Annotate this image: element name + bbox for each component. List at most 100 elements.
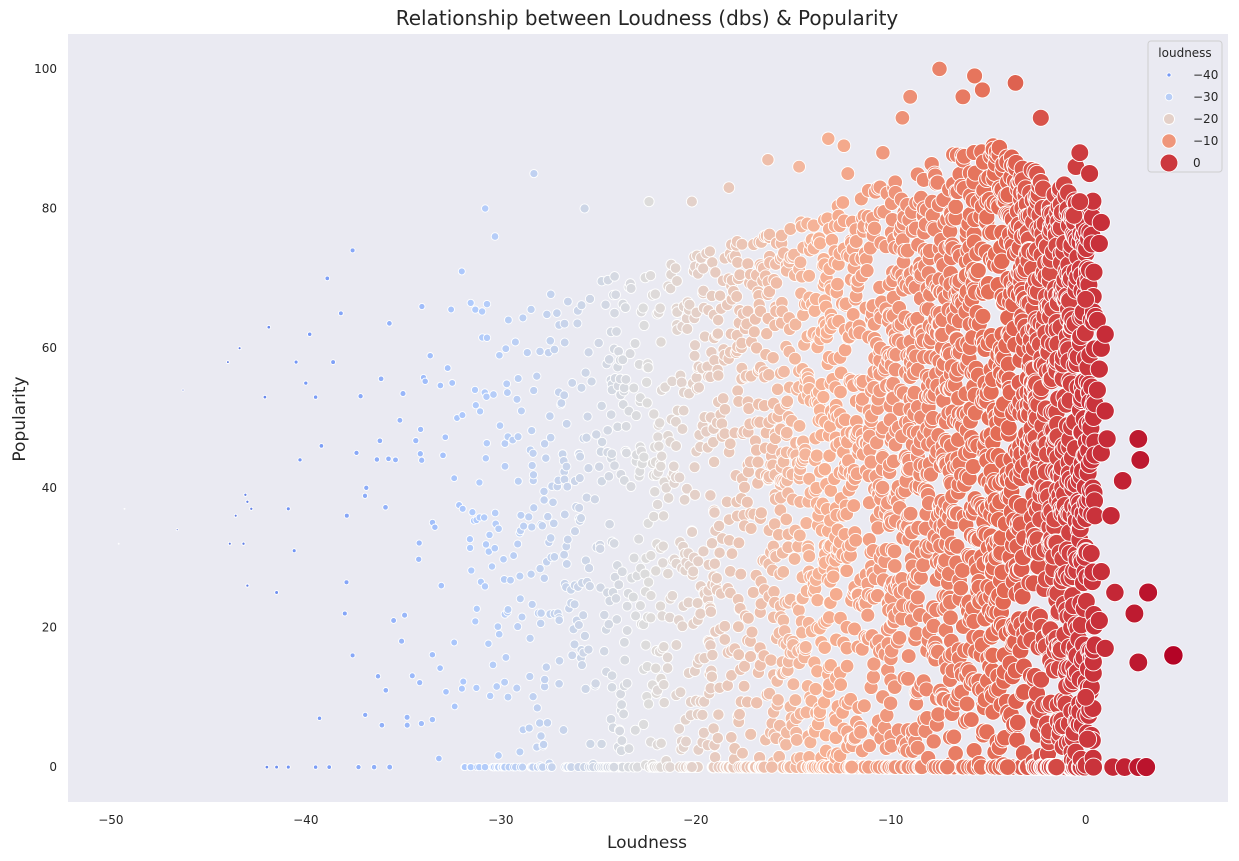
- cloud-point: [621, 447, 632, 459]
- scatter-point: [241, 541, 246, 546]
- cloud-point: [1084, 262, 1104, 282]
- cloud-point: [704, 605, 718, 618]
- cloud-point: [603, 354, 615, 365]
- scatter-point: [579, 203, 590, 214]
- cloud-point: [792, 603, 806, 618]
- scatter-point: [1128, 429, 1149, 449]
- scatter-point: [1095, 401, 1115, 421]
- scatter-point: [390, 617, 397, 624]
- cloud-point: [724, 565, 737, 578]
- cloud-point: [762, 284, 777, 299]
- cloud-point: [653, 440, 665, 452]
- cloud-point: [771, 693, 785, 707]
- cloud-point: [436, 381, 445, 390]
- cloud-point: [545, 432, 556, 443]
- cloud-point: [559, 509, 570, 520]
- cloud-point: [540, 674, 550, 685]
- scatter-point: [1105, 582, 1125, 603]
- cloud-point: [569, 639, 580, 650]
- cloud-point: [643, 576, 655, 588]
- cloud-point: [707, 435, 720, 449]
- cloud-point: [576, 382, 587, 393]
- cloud-point: [561, 559, 572, 569]
- cloud-point: [502, 379, 512, 389]
- cloud-point: [645, 549, 657, 562]
- cloud-point: [848, 234, 864, 249]
- cloud-point: [741, 611, 755, 625]
- cloud-point: [472, 683, 481, 692]
- scatter-point: [233, 513, 238, 518]
- cloud-point: [764, 653, 778, 667]
- cloud-point: [664, 761, 676, 773]
- cloud-point: [657, 540, 669, 552]
- scatter-point: [303, 380, 309, 386]
- cloud-point: [539, 486, 549, 497]
- cloud-point: [687, 565, 700, 578]
- cloud-point: [661, 662, 674, 674]
- cloud-point: [629, 338, 641, 349]
- cloud-point: [676, 423, 689, 435]
- cloud-point: [548, 497, 558, 508]
- scatter-point: [1091, 562, 1111, 582]
- cloud-point: [527, 460, 537, 471]
- cloud-point: [866, 656, 882, 672]
- cloud-point: [788, 693, 803, 707]
- scatter-point: [285, 764, 291, 770]
- cloud-point: [681, 322, 694, 335]
- cloud-point: [725, 547, 739, 560]
- cloud-point: [377, 375, 385, 383]
- cloud-point: [578, 610, 589, 621]
- cloud-point: [859, 263, 875, 279]
- cloud-point: [561, 418, 572, 429]
- y-tick-label: 100: [34, 62, 57, 76]
- cloud-point: [866, 220, 883, 236]
- cloud-point: [902, 505, 919, 522]
- cloud-point: [482, 392, 491, 401]
- cloud-point: [614, 725, 626, 737]
- cloud-point: [630, 410, 642, 422]
- scatter-point: [529, 169, 539, 179]
- scatter-point: [966, 67, 984, 85]
- cloud-point: [882, 695, 899, 711]
- cloud-point: [488, 660, 498, 670]
- cloud-point: [816, 389, 831, 405]
- cloud-point: [513, 622, 523, 632]
- cloud-point: [947, 745, 964, 762]
- cloud-point: [609, 460, 620, 471]
- scatter-point: [1089, 233, 1109, 254]
- scatter-point: [821, 131, 836, 146]
- cloud-point: [809, 448, 824, 463]
- scatter-point: [316, 715, 323, 721]
- cloud-point: [886, 679, 903, 695]
- cloud-point: [513, 476, 523, 486]
- scatter-point: [175, 528, 179, 532]
- cloud-point: [482, 439, 491, 448]
- cloud-point: [570, 526, 580, 537]
- cloud-point: [733, 707, 746, 721]
- cloud-point: [606, 682, 618, 693]
- cloud-point: [503, 692, 513, 702]
- cloud-point: [545, 533, 556, 543]
- cloud-point: [620, 302, 631, 313]
- cloud-point: [696, 708, 709, 721]
- cloud-point: [750, 341, 764, 355]
- cloud-point: [599, 609, 610, 621]
- cloud-point: [725, 731, 738, 744]
- cloud-point: [688, 349, 701, 362]
- cloud-point: [887, 558, 903, 574]
- cloud-point: [846, 498, 862, 513]
- cloud-point: [547, 762, 557, 772]
- cloud-point: [386, 320, 393, 327]
- cloud-point: [554, 656, 565, 666]
- scatter-point: [262, 394, 268, 400]
- cloud-point: [802, 471, 817, 486]
- cloud-point: [668, 460, 680, 473]
- cloud-point: [477, 307, 487, 316]
- cloud-point: [583, 644, 594, 655]
- cloud-point: [596, 400, 607, 412]
- cloud-point: [854, 391, 870, 407]
- cloud-point: [705, 537, 719, 550]
- cloud-point: [645, 589, 657, 602]
- cloud-point: [669, 262, 682, 274]
